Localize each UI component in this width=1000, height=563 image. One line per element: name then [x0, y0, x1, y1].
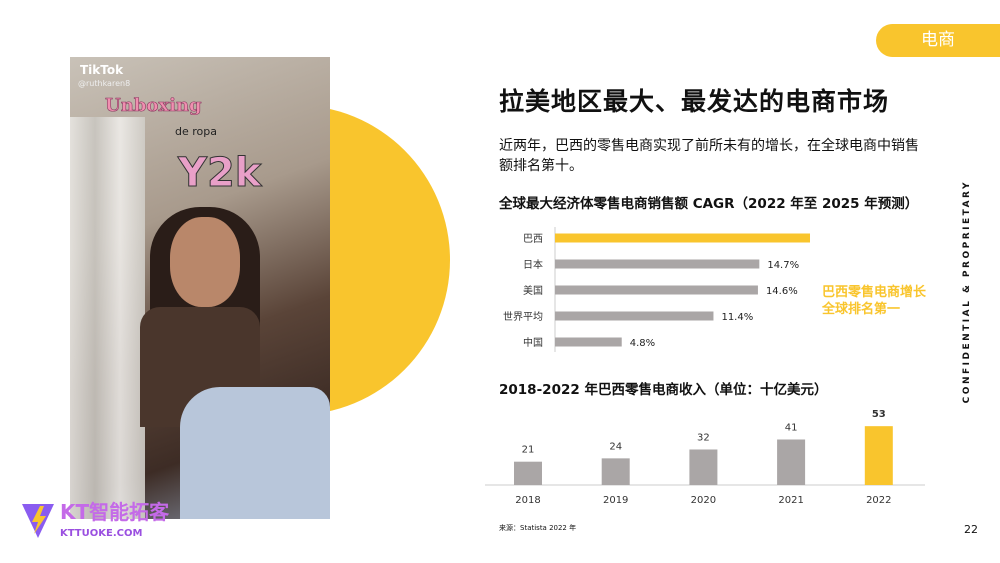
caption-y2k: Y2k — [177, 150, 262, 197]
tiktok-logo: TikTok — [80, 63, 124, 77]
bar-2019 — [601, 458, 630, 485]
value-label: 41 — [785, 422, 798, 433]
page-title: 拉美地区最大、最发达的电商市场 — [499, 87, 890, 116]
x-tick-label: 2020 — [691, 495, 716, 506]
watermark-url: KTTUOKE.COM — [60, 528, 143, 539]
bar-世界平均 — [555, 311, 714, 321]
clothing-bundle — [180, 387, 330, 519]
bar-巴西 — [555, 233, 810, 243]
bar-中国 — [555, 337, 622, 347]
bar-2020 — [689, 449, 718, 485]
value-label: 21 — [522, 445, 535, 456]
section-tag: 电商 — [876, 24, 1000, 57]
value-label: 53 — [872, 409, 886, 420]
category-label: 巴西 — [523, 233, 543, 245]
x-tick-label: 2019 — [603, 495, 628, 506]
bar-美国 — [555, 285, 758, 295]
watermark-logo: KT智能拓客 KTTUOKE.COM — [20, 500, 169, 544]
tiktok-handle: @ruthkaren8 — [78, 79, 131, 88]
value-label: 14.7% — [767, 260, 799, 271]
confidential-label: CONFIDENTIAL & PROPRIETARY — [962, 180, 972, 404]
x-tick-label: 2021 — [778, 495, 803, 506]
curtain — [70, 117, 145, 519]
lightning-v-icon — [22, 504, 54, 538]
value-label: 14.6% — [766, 286, 798, 297]
category-label: 世界平均 — [503, 311, 543, 323]
watermark-name: KT智能拓客 — [60, 500, 170, 524]
value-label: 11.4% — [721, 312, 753, 323]
page-number: 22 — [964, 523, 978, 536]
category-label: 中国 — [523, 336, 543, 349]
revenue-bar-chart: 21 2018 24 2019 32 2020 41 2021 53 2022 — [485, 409, 925, 506]
person-face — [170, 217, 240, 307]
category-label: 日本 — [523, 258, 543, 271]
value-label: 4.8% — [630, 338, 655, 349]
source-note: 来源：Statista 2022 年 — [499, 524, 577, 532]
bar-2021 — [777, 439, 806, 485]
callout-line-2: 全球排名第一 — [822, 302, 901, 317]
bar-日本 — [555, 259, 760, 269]
value-label: 24 — [609, 441, 622, 452]
cagr-chart-title: 全球最大经济体零售电商销售额 CAGR（2022 年至 2025 年预测） — [499, 196, 919, 212]
revenue-chart-title: 2018-2022 年巴西零售电商收入（单位：十亿美元） — [499, 382, 828, 398]
tiktok-video-photo: TikTok @ruthkaren8 Unboxing de ropa Y2k — [70, 57, 330, 519]
callout-line-1: 巴西零售电商增长 — [822, 285, 927, 300]
bar-2022 — [864, 426, 893, 485]
value-label: 32 — [697, 432, 710, 443]
callout: 巴西零售电商增长 全球排名第一 — [822, 284, 952, 318]
x-tick-label: 2022 — [866, 495, 891, 506]
category-label: 美国 — [523, 284, 543, 297]
caption-de-ropa: de ropa — [175, 125, 217, 138]
bar-2018 — [514, 461, 542, 485]
x-tick-label: 2018 — [515, 495, 540, 506]
intro-text: 近两年，巴西的零售电商实现了前所未有的增长，在全球电商中销售额排名第十。 — [499, 138, 919, 174]
caption-unboxing: Unboxing — [105, 95, 202, 117]
